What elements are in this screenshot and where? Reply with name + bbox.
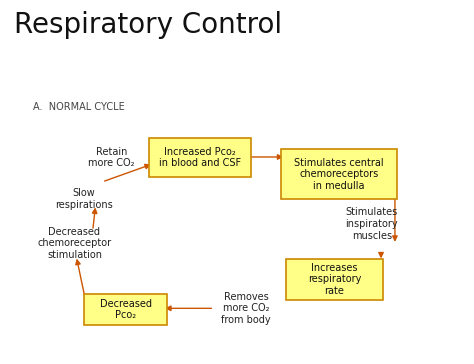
Text: Retain
more CO₂: Retain more CO₂	[88, 147, 135, 168]
Text: Decreased
chemoreceptor
stimulation: Decreased chemoreceptor stimulation	[37, 227, 111, 260]
Text: Decreased
Pco₂: Decreased Pco₂	[100, 299, 152, 320]
Text: Increases
respiratory
rate: Increases respiratory rate	[308, 263, 361, 296]
FancyBboxPatch shape	[149, 138, 251, 177]
Text: Increased Pco₂
in blood and CSF: Increased Pco₂ in blood and CSF	[159, 147, 241, 168]
Text: A.  NORMAL CYCLE: A. NORMAL CYCLE	[33, 102, 124, 112]
Text: Stimulates
inspiratory
muscles: Stimulates inspiratory muscles	[346, 207, 398, 241]
FancyBboxPatch shape	[84, 294, 167, 325]
FancyBboxPatch shape	[286, 258, 383, 300]
Text: Slow
respirations: Slow respirations	[55, 188, 113, 210]
Text: Stimulates central
chemoreceptors
in medulla: Stimulates central chemoreceptors in med…	[294, 158, 384, 191]
Text: Removes
more CO₂
from body: Removes more CO₂ from body	[221, 292, 271, 325]
Text: Respiratory Control: Respiratory Control	[14, 11, 283, 39]
FancyBboxPatch shape	[281, 149, 397, 199]
